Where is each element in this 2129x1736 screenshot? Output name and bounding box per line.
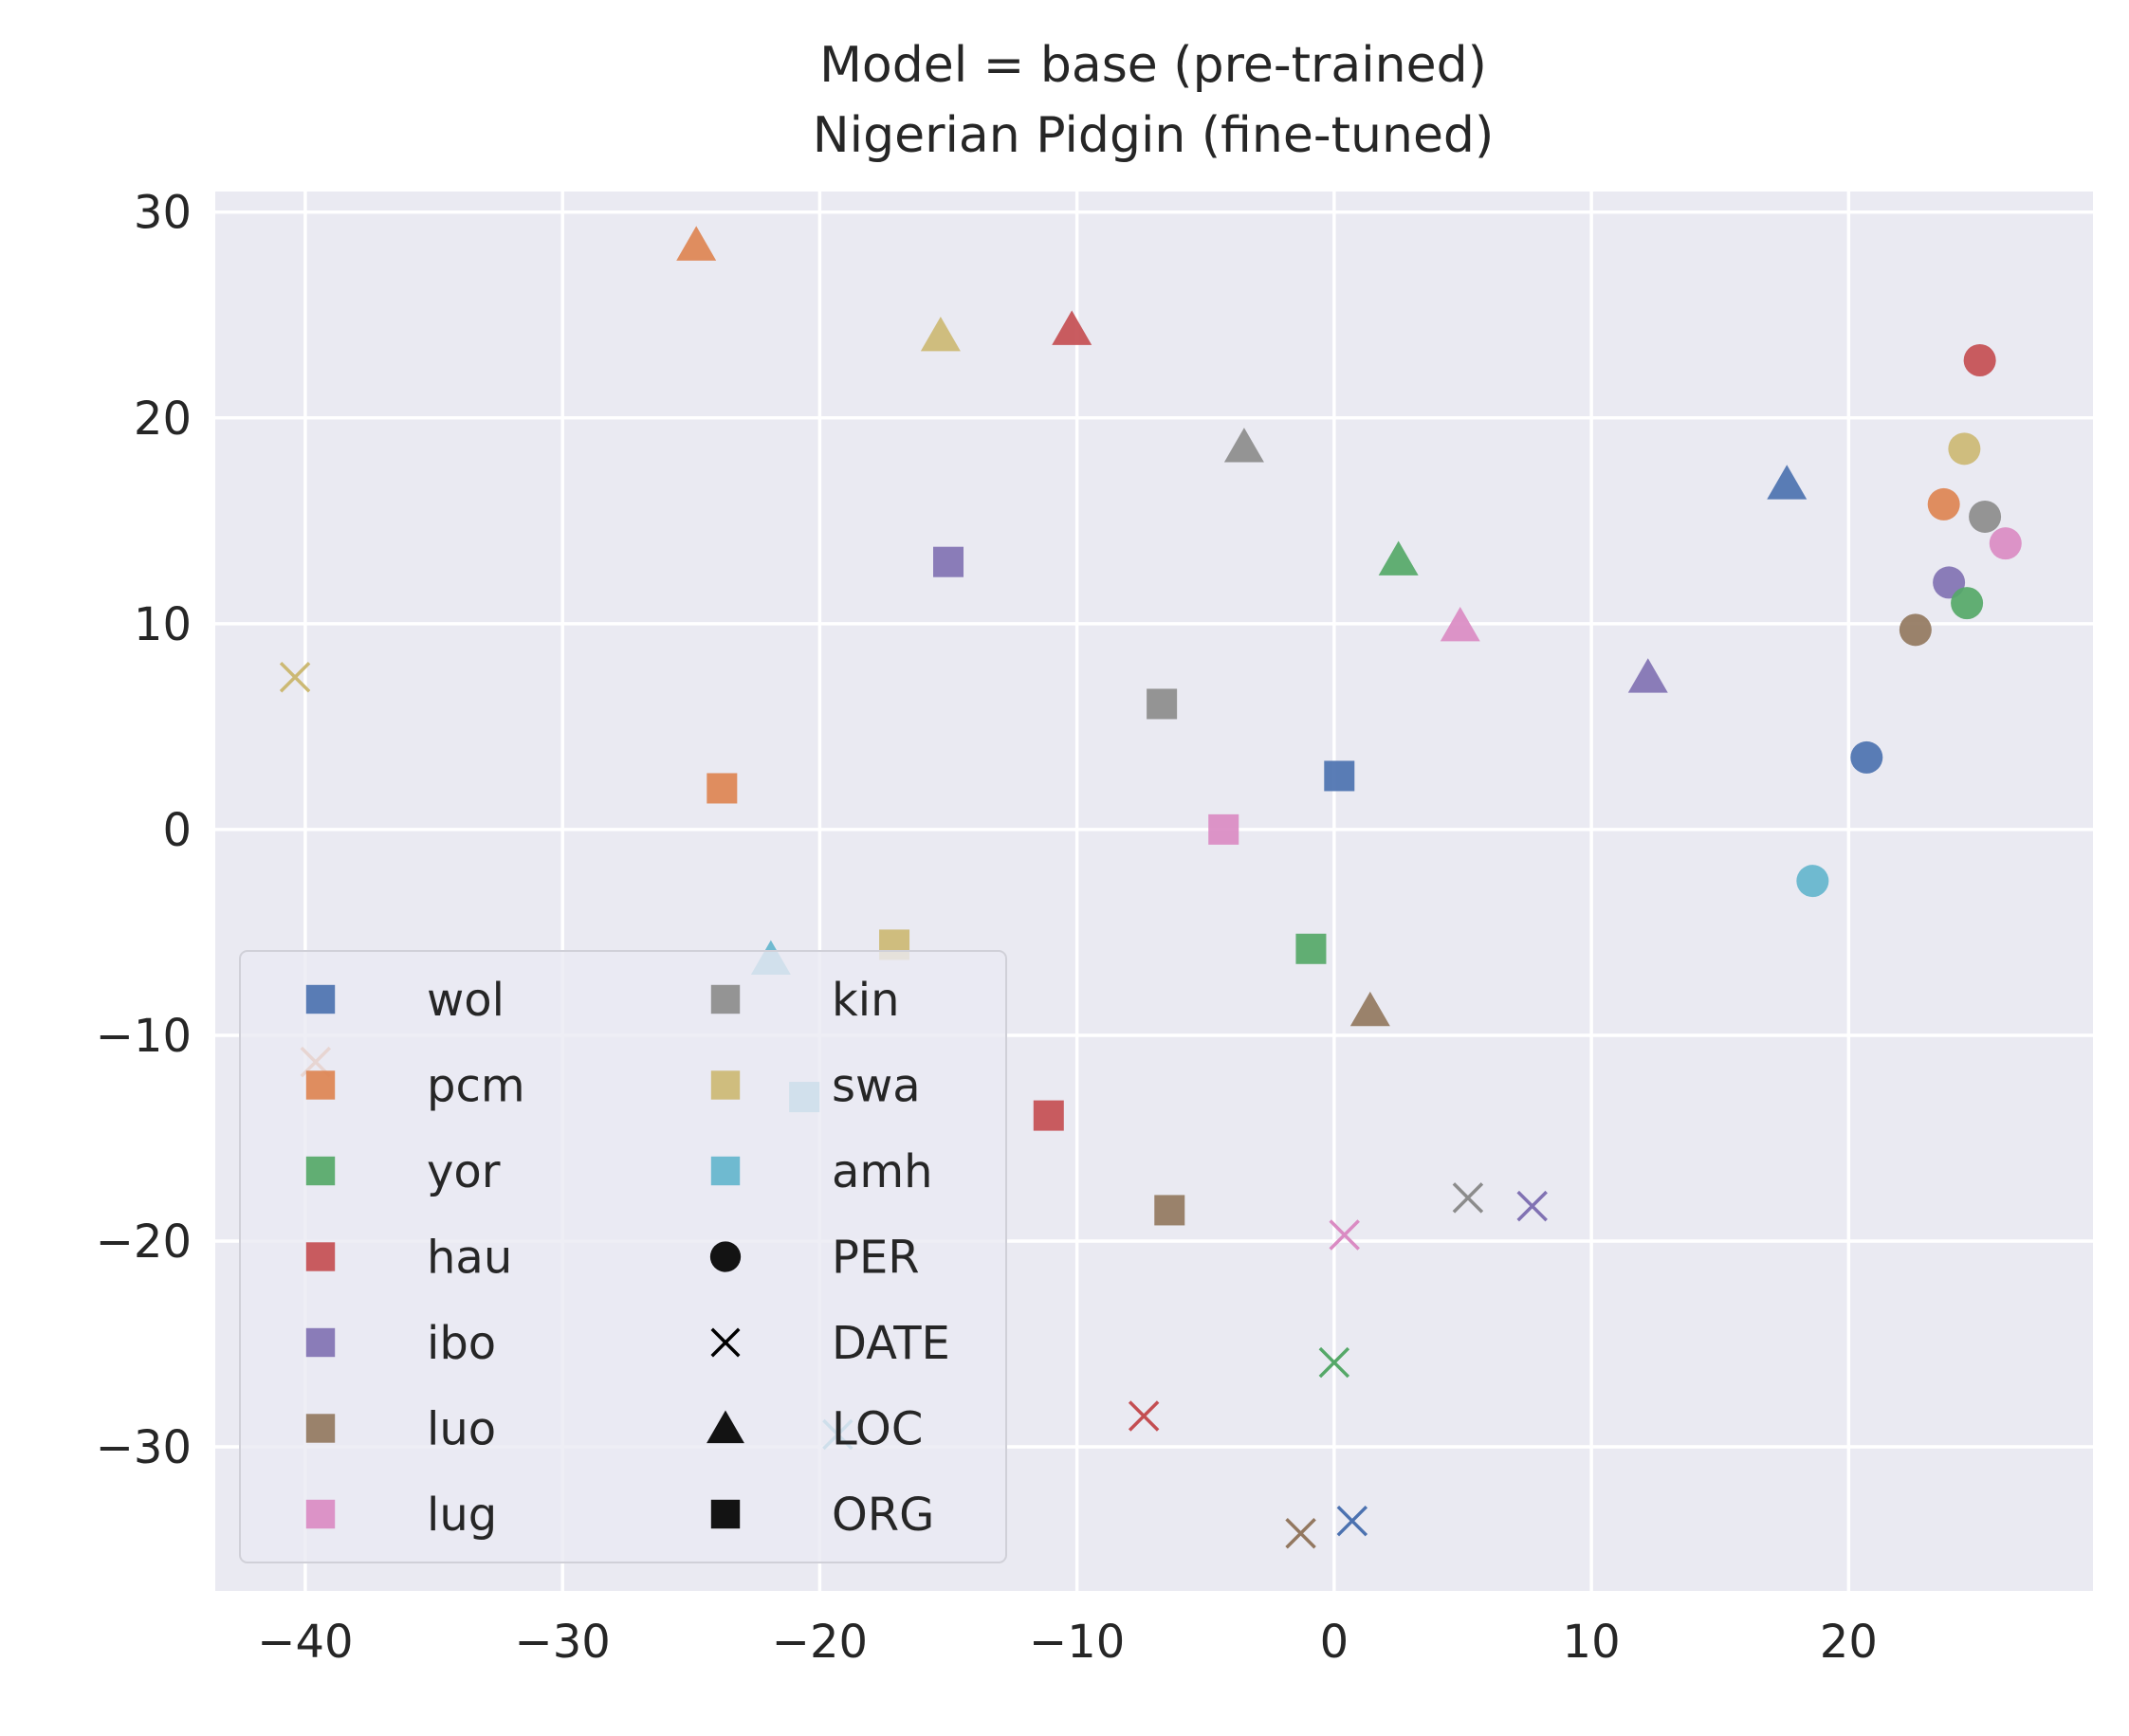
legend-box bbox=[239, 950, 1007, 1563]
legend-entry-lug-marker bbox=[305, 1499, 336, 1529]
legend-entry-yor-label: yor bbox=[427, 1145, 501, 1198]
point-hau-date bbox=[1128, 1400, 1160, 1432]
point-pcm-org bbox=[707, 773, 738, 804]
point-luo-date bbox=[1285, 1517, 1316, 1549]
x-tick-label: 10 bbox=[1563, 1616, 1621, 1669]
x-tick-label: −20 bbox=[772, 1616, 868, 1669]
x-tick-label: −10 bbox=[1029, 1616, 1125, 1669]
legend-entry-kin-marker bbox=[710, 984, 741, 1014]
legend-entry-pcm-marker bbox=[305, 1070, 336, 1100]
x-tick-label: −40 bbox=[257, 1616, 353, 1669]
point-lug-org bbox=[1208, 813, 1239, 845]
point-hau-per bbox=[1963, 343, 1996, 376]
point-yor-date bbox=[1318, 1346, 1350, 1379]
point-swa-date bbox=[279, 662, 311, 693]
point-lug-date bbox=[1329, 1219, 1360, 1251]
legend-entry-ibo-label: ibo bbox=[427, 1317, 496, 1370]
legend-entry-hau-label: hau bbox=[427, 1232, 512, 1285]
point-swa-loc bbox=[920, 316, 961, 352]
point-wol-date bbox=[1336, 1505, 1368, 1537]
x-tick-label: 20 bbox=[1820, 1616, 1878, 1669]
point-ibo-loc bbox=[1627, 658, 1668, 693]
point-wol-org bbox=[1324, 760, 1355, 792]
legend-entry-wol-label: wol bbox=[427, 974, 505, 1027]
legend-entry-swa-marker bbox=[710, 1070, 741, 1100]
point-amh-per bbox=[1796, 865, 1829, 898]
point-swa-per bbox=[1948, 432, 1981, 466]
y-tick-label: 30 bbox=[134, 187, 192, 240]
point-yor-loc bbox=[1378, 540, 1419, 576]
legend-entry-hau-marker bbox=[305, 1242, 336, 1271]
chart-title-line-2: Nigerian Pidgin (fine-tuned) bbox=[813, 107, 1494, 164]
legend-entry-amh-label: amh bbox=[832, 1145, 933, 1198]
x-tick-label: −30 bbox=[515, 1616, 611, 1669]
point-yor-org bbox=[1295, 933, 1327, 964]
point-kin-per bbox=[1969, 500, 2002, 533]
y-tick-label: 10 bbox=[134, 598, 192, 651]
legend-entry-org-marker bbox=[710, 1499, 741, 1529]
legend-entry-org-label: ORG bbox=[832, 1489, 934, 1542]
y-tick-label: −30 bbox=[96, 1421, 192, 1474]
point-ibo-date bbox=[1516, 1190, 1548, 1222]
legend-entry-luo-marker bbox=[305, 1414, 336, 1443]
legend-entry-date-label: DATE bbox=[832, 1317, 950, 1370]
point-kin-org bbox=[1147, 688, 1178, 720]
legend: wol pcm yor hau ibo luo lug kin swa amh PER DATE LOC… bbox=[239, 950, 1007, 1563]
point-luo-loc bbox=[1349, 991, 1390, 1027]
legend-entry-swa-label: swa bbox=[832, 1060, 921, 1113]
legend-entry-per-label: PER bbox=[832, 1232, 920, 1285]
point-wol-per bbox=[1850, 740, 1883, 774]
point-lug-per bbox=[1989, 527, 2022, 560]
point-yor-per bbox=[1951, 587, 1984, 620]
point-pcm-per bbox=[1927, 487, 1960, 521]
legend-entry-yor-marker bbox=[305, 1156, 336, 1186]
axis-tick-labels: −40 −30 −20 −10 0 10 20 −30 −20 −10 0 10 20 30 bbox=[96, 187, 1878, 1669]
chart-title: Model = base (pre-trained) Nigerian Pidg… bbox=[813, 37, 1494, 164]
point-luo-per bbox=[1899, 613, 1932, 647]
point-luo-org bbox=[1154, 1195, 1185, 1226]
point-kin-date bbox=[1452, 1182, 1484, 1214]
point-pcm-loc bbox=[676, 226, 717, 261]
y-tick-label: 0 bbox=[162, 804, 192, 857]
legend-entry-date-marker bbox=[710, 1327, 741, 1358]
legend-entry-lug-label: lug bbox=[427, 1489, 497, 1542]
legend-entry-wol-marker bbox=[305, 984, 336, 1014]
legend-entry-loc-marker bbox=[707, 1410, 744, 1444]
y-tick-label: 20 bbox=[134, 393, 192, 446]
y-tick-label: −10 bbox=[96, 1010, 192, 1063]
data-points bbox=[279, 226, 2022, 1549]
point-ibo-org bbox=[933, 546, 964, 577]
legend-entry-amh-marker bbox=[710, 1156, 741, 1186]
y-tick-label: −20 bbox=[96, 1215, 192, 1269]
point-wol-loc bbox=[1767, 465, 1808, 500]
legend-entry-pcm-label: pcm bbox=[427, 1060, 525, 1113]
point-lug-loc bbox=[1440, 606, 1480, 642]
legend-entry-per-marker bbox=[709, 1241, 742, 1272]
point-hau-org bbox=[1033, 1100, 1064, 1131]
x-tick-label: 0 bbox=[1320, 1616, 1349, 1669]
point-kin-loc bbox=[1223, 428, 1264, 463]
legend-entry-luo-label: luo bbox=[427, 1403, 496, 1456]
chart-title-line-1: Model = base (pre-trained) bbox=[819, 37, 1487, 94]
point-hau-loc bbox=[1052, 310, 1092, 345]
legend-entry-loc-label: LOC bbox=[832, 1403, 923, 1456]
legend-entry-kin-label: kin bbox=[832, 974, 900, 1027]
legend-entry-ibo-marker bbox=[305, 1327, 336, 1358]
